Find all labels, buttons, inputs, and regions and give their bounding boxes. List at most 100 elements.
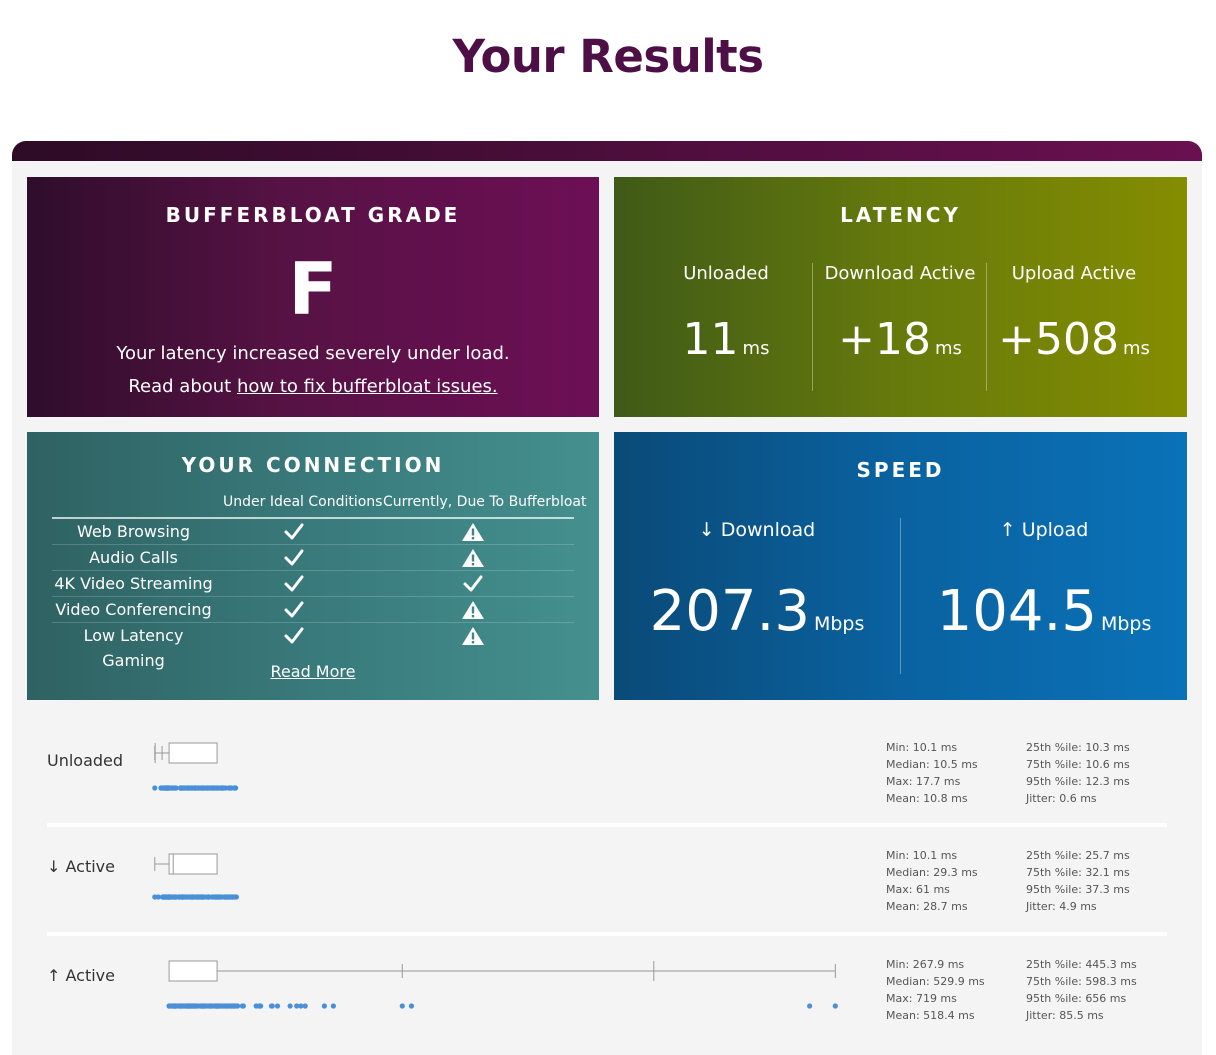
iqr-box [168, 742, 218, 764]
stats-unloaded-label: Unloaded [47, 751, 124, 770]
latency-card-title: LATENCY [840, 203, 961, 227]
sample-dot [302, 1003, 308, 1009]
sample-dot [170, 785, 176, 791]
sample-dot [298, 1003, 304, 1009]
sample-dot [225, 894, 231, 900]
sample-dot [294, 1003, 300, 1009]
latency-upload-unit: ms [1122, 338, 1150, 359]
stats-separator-2 [47, 932, 1167, 936]
stat-mean: Mean: 518.4 ms [886, 1009, 975, 1022]
sample-dot [832, 1003, 838, 1009]
latency-upload-label: Upload Active [1011, 263, 1137, 284]
stat-mean: Mean: 10.8 ms [886, 792, 968, 805]
grade-description: Your latency increased severely under lo… [27, 337, 599, 403]
latency-upload-number: +508 [998, 314, 1119, 365]
sample-dot [152, 785, 158, 791]
speed-download-number: 207.3 [649, 579, 810, 644]
sample-dot [159, 785, 165, 791]
stats-separator-1 [47, 823, 1167, 827]
speed-download-value: 207.3 Mbps [614, 580, 900, 656]
warning-icon [461, 626, 485, 646]
connection-card-title: YOUR CONNECTION [181, 453, 445, 477]
latency-upload: Upload Active +508 ms [988, 261, 1160, 374]
stat-jitter: Jitter: 4.9 ms [1026, 900, 1097, 913]
sample-dot [164, 894, 170, 900]
sample-dot [180, 1003, 186, 1009]
sample-dot [215, 894, 221, 900]
speed-card-title: SPEED [856, 458, 945, 482]
stat-p25: 25th %ile: 445.3 ms [1026, 958, 1137, 971]
stat-min: Min: 10.1 ms [886, 849, 958, 862]
sample-dot [228, 785, 234, 791]
latency-card: LATENCY Unloaded 11 ms Download Active +1… [614, 177, 1187, 417]
fix-bufferbloat-link[interactable]: how to fix bufferbloat issues. [236, 376, 498, 397]
stats-download-col-2: 25th %ile: 25.7 ms 75th %ile: 32.1 ms 95… [1026, 847, 1130, 915]
sample-dot [190, 1003, 196, 1009]
latency-unloaded-value: 11 ms [640, 315, 812, 374]
sample-dot [179, 894, 185, 900]
sample-dot [214, 785, 220, 791]
sample-dot [287, 1003, 293, 1009]
connection-row: Web Browsing [52, 519, 574, 545]
connection-row-label: Web Browsing [76, 522, 191, 541]
stat-jitter: Jitter: 0.6 ms [1026, 792, 1097, 805]
stats-upload-label: ↑ Active [47, 966, 115, 985]
your-connection-card: YOUR CONNECTION Under Ideal Conditions C… [27, 432, 599, 700]
stat-max: Max: 17.7 ms [886, 775, 961, 788]
connection-row: Audio Calls [52, 545, 574, 571]
check-icon [282, 626, 306, 646]
warning-icon [461, 600, 485, 620]
speed-upload-label: ↑ Upload [901, 516, 1187, 544]
warning-icon [461, 522, 485, 542]
stat-mean: Mean: 28.7 ms [886, 900, 968, 913]
speed-download-label: ↓ Download [614, 516, 900, 544]
speed-card: SPEED ↓ Download 207.3 Mbps ↑ Upload 104.… [614, 432, 1187, 700]
speed-download-text: Download [720, 519, 816, 541]
sample-dot [269, 1003, 275, 1009]
latency-upload-value: +508 ms [988, 315, 1160, 374]
connection-row-label: 4K Video Streaming [54, 574, 213, 593]
grade-card-title: BUFFERBLOAT GRADE [165, 203, 461, 227]
down-arrow-icon: ↓ [698, 519, 715, 541]
stats-unloaded-col-2: 25th %ile: 10.3 ms 75th %ile: 10.6 ms 95… [1026, 739, 1130, 807]
speed-upload-number: 104.5 [936, 579, 1097, 644]
sample-dot [190, 785, 196, 791]
iqr-box [168, 853, 218, 875]
latency-download-value: +18 ms [814, 315, 986, 374]
stat-p95: 95th %ile: 12.3 ms [1026, 775, 1130, 788]
stats-download-row: ↓ Active Min: 10.1 ms Median: 29.3 ms Ma… [47, 847, 1167, 927]
sample-dot [399, 1003, 405, 1009]
sample-dot [219, 785, 225, 791]
sample-dot [408, 1003, 415, 1009]
check-icon [282, 600, 306, 620]
grade-read-prefix: Read about [128, 376, 237, 397]
panel-top-bar [12, 141, 1202, 161]
warning-icon [461, 548, 485, 568]
check-icon [282, 574, 306, 594]
latency-divider-1 [812, 263, 813, 391]
speed-upload-text: Upload [1021, 519, 1089, 541]
read-more-link[interactable]: Read More [270, 662, 356, 681]
sample-dot [330, 1003, 336, 1009]
stats-unloaded-col-1: Min: 10.1 ms Median: 10.5 ms Max: 17.7 m… [886, 739, 978, 807]
column-current-header: Currently, Due To Bufferbloat [383, 494, 587, 510]
stat-p25: 25th %ile: 10.3 ms [1026, 741, 1130, 754]
iqr-box [168, 960, 218, 982]
sample-dot [225, 1003, 231, 1009]
sample-dot [201, 894, 207, 900]
stat-median: Median: 10.5 ms [886, 758, 978, 771]
column-ideal-header: Under Ideal Conditions [223, 494, 383, 510]
check-icon [282, 548, 306, 568]
speed-download-unit: Mbps [813, 613, 865, 635]
download-boxplot [152, 853, 239, 900]
stat-jitter: Jitter: 85.5 ms [1026, 1009, 1104, 1022]
speed-divider [900, 518, 901, 674]
grade-desc-text: Your latency increased severely under lo… [116, 343, 510, 364]
sample-dot [164, 785, 170, 791]
sample-dot [200, 1003, 206, 1009]
stats-upload-col-1: Min: 267.9 ms Median: 529.9 ms Max: 719 … [886, 956, 985, 1024]
latency-unloaded: Unloaded 11 ms [640, 261, 812, 374]
speed-upload-value: 104.5 Mbps [901, 580, 1187, 656]
upload-boxplot [166, 960, 838, 1009]
sample-dot [231, 785, 237, 791]
